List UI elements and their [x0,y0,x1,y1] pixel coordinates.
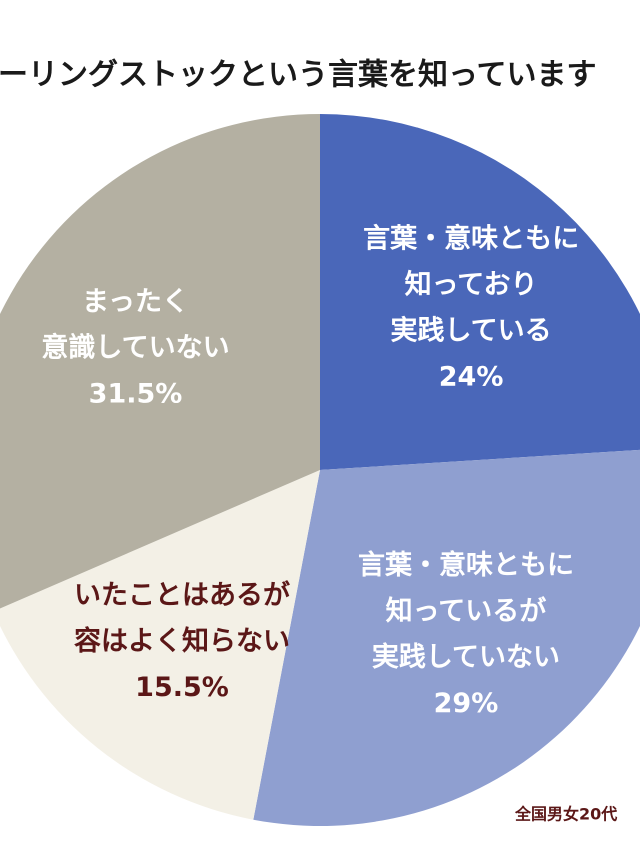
slice-label: 言葉・意味ともに [363,223,579,255]
slice-label: 知っており [405,270,538,301]
pie-slice [0,470,320,820]
value-label: 29% [434,688,499,719]
slice-label: 言葉・意味ともに [358,549,574,581]
pie-slice [253,449,640,826]
slice-label: まったく [82,286,189,317]
slice-label: 実践している [390,315,551,347]
pie-slice [0,114,320,609]
slice-label: 知っているが [386,595,547,627]
value-label: 15.5% [135,672,229,703]
note: 全国男女20代 [514,805,617,824]
slice-label: 容はよく知らない [74,625,290,657]
pie: 言葉・意味ともに知っており実践している24%言葉・意味ともに知っているが実践して… [0,114,640,826]
chart-title: ーリングストックという言葉を知っています [0,58,597,93]
slice-label: 実践していない [372,641,560,673]
slice-label: 意識していない [41,331,229,363]
pie-slice [320,114,640,470]
value-label: 31.5% [89,378,183,409]
value-label: 24% [439,362,504,393]
slice-label: いたことはあるが [74,579,290,611]
